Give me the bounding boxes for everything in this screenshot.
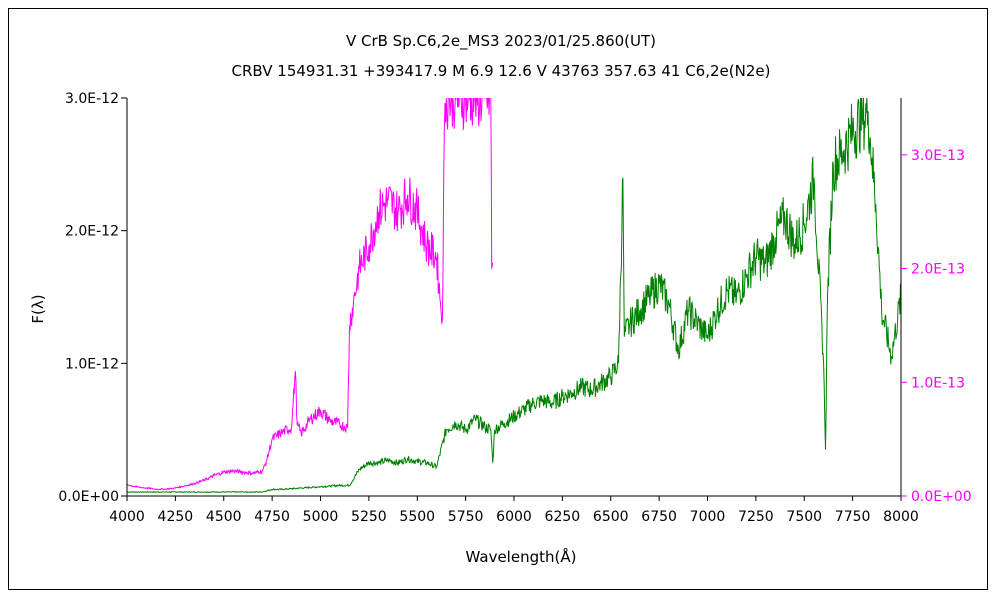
spectrum-chart: V CrB Sp.C6,2e_MS3 2023/01/25.860(UT) CR… bbox=[29, 32, 972, 566]
x-tick-label: 6500 bbox=[593, 509, 629, 525]
x-tick-label: 5250 bbox=[351, 509, 387, 525]
plot-area: 4000 4250 4500 4750 5000 5250 5500 5750 6000 6250… bbox=[58, 91, 971, 525]
x-tick-label: 7250 bbox=[738, 509, 774, 525]
x-axis-label: Wavelength(Å) bbox=[466, 547, 577, 566]
chart-subtitle: CRBV 154931.31 +393417.9 M 6.9 12.6 V 43… bbox=[232, 62, 771, 80]
y-tick-label: 0.0E+00 bbox=[58, 489, 119, 505]
x-tick-label: 4500 bbox=[206, 509, 242, 525]
series-magenta-line bbox=[127, 98, 494, 491]
y2-tick-label: 0.0E+00 bbox=[911, 489, 972, 505]
y-tick-label: 3.0E-12 bbox=[65, 91, 119, 107]
y-axis-label: F(λ) bbox=[29, 294, 47, 323]
x-tick-label: 7000 bbox=[690, 509, 726, 525]
x-tick-label: 5500 bbox=[399, 509, 435, 525]
x-tick-label: 4250 bbox=[158, 509, 194, 525]
y2-tick-label: 2.0E-13 bbox=[911, 262, 965, 278]
y2-tick-label: 3.0E-13 bbox=[911, 148, 965, 164]
y2-tick-label: 1.0E-13 bbox=[911, 375, 965, 391]
y-tick-label: 1.0E-12 bbox=[65, 356, 119, 372]
x-tick-label: 4000 bbox=[109, 509, 145, 525]
x-tick-label: 5000 bbox=[303, 509, 339, 525]
chart-frame: V CrB Sp.C6,2e_MS3 2023/01/25.860(UT) CR… bbox=[8, 8, 988, 590]
x-tick-label: 6250 bbox=[545, 509, 581, 525]
x-tick-label: 5750 bbox=[448, 509, 484, 525]
chart-title: V CrB Sp.C6,2e_MS3 2023/01/25.860(UT) bbox=[346, 32, 656, 51]
series-green-line bbox=[127, 98, 901, 494]
x-tick-label: 6000 bbox=[496, 509, 532, 525]
x-tick-label: 4750 bbox=[254, 509, 290, 525]
x-tick-label: 6750 bbox=[641, 509, 677, 525]
y-tick-label: 2.0E-12 bbox=[65, 224, 119, 240]
x-tick-label: 7750 bbox=[835, 509, 871, 525]
x-tick-label: 8000 bbox=[883, 509, 919, 525]
x-tick-label: 7500 bbox=[786, 509, 822, 525]
